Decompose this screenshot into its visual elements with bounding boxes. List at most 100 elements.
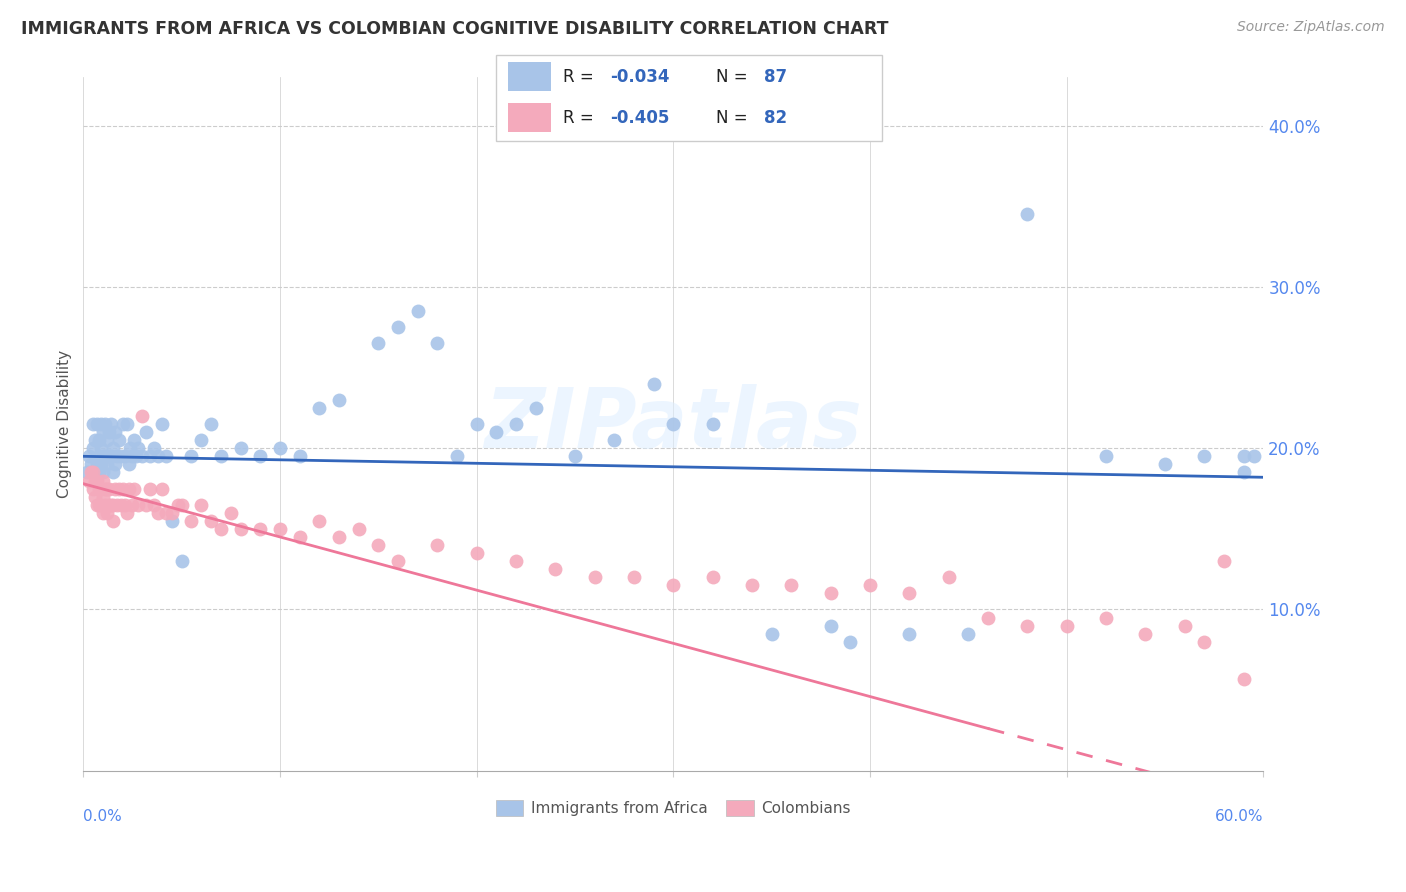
Point xyxy=(84,474,107,488)
Text: N =: N = xyxy=(717,109,754,127)
Point xyxy=(180,450,202,464)
Point xyxy=(155,450,177,464)
FancyBboxPatch shape xyxy=(496,55,882,141)
Point xyxy=(143,498,166,512)
Point xyxy=(105,498,128,512)
Point xyxy=(127,498,149,512)
Point xyxy=(839,634,862,648)
Point xyxy=(702,570,724,584)
Point xyxy=(97,482,120,496)
Point xyxy=(155,506,177,520)
Point xyxy=(100,498,122,512)
Point xyxy=(150,417,173,431)
Point xyxy=(229,522,252,536)
Point xyxy=(1233,450,1256,464)
Text: R =: R = xyxy=(562,68,599,86)
Point xyxy=(121,450,143,464)
Point xyxy=(124,433,146,447)
Point xyxy=(87,482,110,496)
Bar xyxy=(508,103,551,132)
Point xyxy=(101,466,124,480)
Text: N =: N = xyxy=(717,68,754,86)
Legend: Immigrants from Africa, Colombians: Immigrants from Africa, Colombians xyxy=(489,794,856,822)
Point xyxy=(127,442,149,456)
Text: R =: R = xyxy=(562,109,599,127)
Point xyxy=(135,425,157,439)
Point xyxy=(957,626,980,640)
Point xyxy=(87,433,110,447)
Point xyxy=(90,482,112,496)
Point xyxy=(107,482,129,496)
Point xyxy=(87,498,110,512)
Text: IMMIGRANTS FROM AFRICA VS COLOMBIAN COGNITIVE DISABILITY CORRELATION CHART: IMMIGRANTS FROM AFRICA VS COLOMBIAN COGN… xyxy=(21,20,889,37)
Point xyxy=(84,490,107,504)
Point xyxy=(125,450,148,464)
Point xyxy=(1017,618,1039,632)
Point xyxy=(97,425,120,439)
Point xyxy=(249,522,271,536)
Point xyxy=(104,482,127,496)
Point xyxy=(209,450,232,464)
Point xyxy=(97,450,120,464)
Point xyxy=(426,538,449,552)
Point xyxy=(977,610,1000,624)
Point xyxy=(117,458,139,472)
Point xyxy=(209,522,232,536)
Point xyxy=(328,392,350,407)
Point xyxy=(1213,554,1236,568)
Point xyxy=(524,401,547,415)
Point xyxy=(288,450,311,464)
Point xyxy=(1233,466,1256,480)
Point xyxy=(77,450,100,464)
Point xyxy=(110,498,132,512)
Point xyxy=(90,458,112,472)
Point xyxy=(200,514,222,528)
Point xyxy=(544,562,567,576)
Point xyxy=(308,514,330,528)
Point xyxy=(583,570,606,584)
Point xyxy=(938,570,960,584)
Point xyxy=(170,498,193,512)
Point xyxy=(96,433,118,447)
Point xyxy=(90,442,112,456)
Point xyxy=(100,450,122,464)
Point xyxy=(780,578,803,592)
Point xyxy=(702,417,724,431)
Text: -0.405: -0.405 xyxy=(610,109,669,127)
Point xyxy=(82,466,104,480)
Point xyxy=(820,586,842,600)
Point xyxy=(190,498,212,512)
Point xyxy=(114,498,136,512)
Point xyxy=(80,466,103,480)
Point xyxy=(91,466,114,480)
Bar xyxy=(508,62,551,91)
Point xyxy=(662,417,685,431)
Point xyxy=(77,474,100,488)
Point xyxy=(94,450,117,464)
Point xyxy=(90,498,112,512)
Point xyxy=(623,570,645,584)
Point xyxy=(1095,450,1118,464)
Point xyxy=(603,433,626,447)
Point xyxy=(308,401,330,415)
Text: ZIPatlas: ZIPatlas xyxy=(485,384,862,465)
Point xyxy=(114,450,136,464)
Text: Source: ZipAtlas.com: Source: ZipAtlas.com xyxy=(1237,20,1385,34)
Point xyxy=(101,514,124,528)
Point xyxy=(146,506,169,520)
Point xyxy=(139,450,162,464)
Point xyxy=(367,336,389,351)
Point xyxy=(898,626,921,640)
Point xyxy=(465,417,488,431)
Point xyxy=(150,482,173,496)
Point xyxy=(505,554,527,568)
Point xyxy=(86,417,108,431)
Point xyxy=(465,546,488,560)
Point xyxy=(761,626,783,640)
Point xyxy=(859,578,882,592)
Point xyxy=(105,450,128,464)
Point xyxy=(170,554,193,568)
Text: 87: 87 xyxy=(763,68,787,86)
Point xyxy=(91,450,114,464)
Point xyxy=(101,498,124,512)
